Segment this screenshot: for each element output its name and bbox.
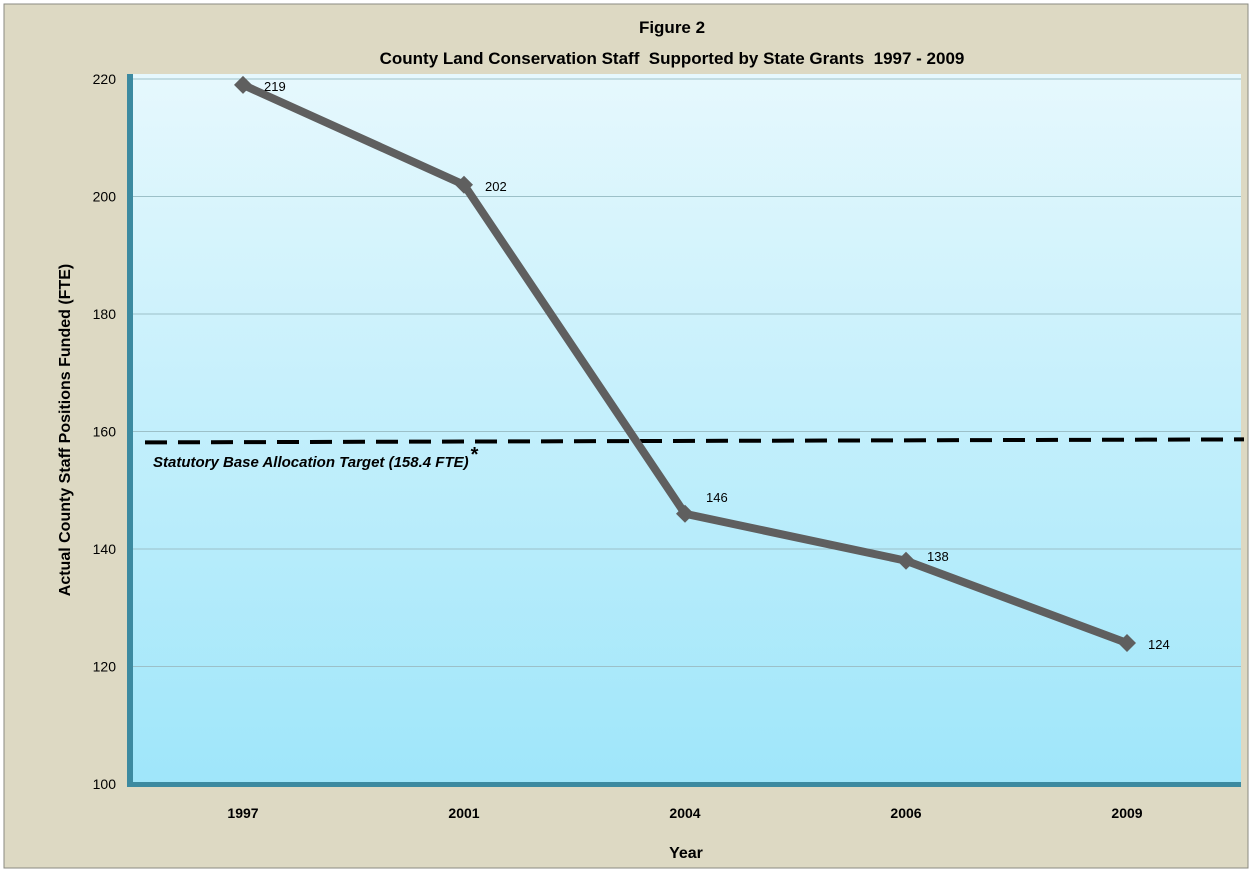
x-tick-label: 2001 bbox=[448, 805, 479, 821]
data-label: 202 bbox=[485, 179, 507, 194]
data-point-marker bbox=[1118, 634, 1136, 652]
y-tick-label: 140 bbox=[93, 541, 117, 557]
y-tick-label: 120 bbox=[93, 659, 117, 675]
y-tick-label: 100 bbox=[93, 776, 117, 792]
chart-title: Figure 2 bbox=[639, 18, 705, 37]
reference-line: Statutory Base Allocation Target (158.4 … bbox=[144, 437, 1245, 471]
x-tick-label: 1997 bbox=[227, 805, 258, 821]
data-point-marker bbox=[676, 504, 694, 523]
y-tick-label: 160 bbox=[93, 424, 117, 440]
x-axis-label: Year bbox=[669, 845, 703, 862]
data-point-marker bbox=[897, 551, 915, 570]
series-line: 219 202 146 138 124 bbox=[234, 75, 1170, 652]
reference-line-label: Statutory Base Allocation Target (158.4 … bbox=[153, 454, 469, 471]
y-tick-label: 180 bbox=[93, 306, 117, 322]
data-label: 219 bbox=[264, 79, 286, 94]
x-tick-label: 2004 bbox=[669, 805, 700, 821]
y-axis-wall bbox=[127, 74, 133, 786]
data-point-marker bbox=[234, 75, 252, 94]
y-axis-label: Actual County Staff Positions Funded (FT… bbox=[57, 264, 74, 596]
data-point-marker bbox=[455, 175, 473, 194]
reference-line-stroke bbox=[144, 437, 1245, 445]
reference-line-footnote-marker: * bbox=[471, 444, 479, 466]
data-label: 138 bbox=[927, 549, 949, 564]
x-tick-label: 2006 bbox=[890, 805, 921, 821]
data-label: 146 bbox=[706, 490, 728, 505]
plot-area bbox=[131, 74, 1241, 784]
y-tick-label: 220 bbox=[93, 71, 117, 87]
x-tick-label: 2009 bbox=[1111, 805, 1142, 821]
data-label: 124 bbox=[1148, 637, 1170, 652]
chart-subtitle: County Land Conservation Staff Supported… bbox=[380, 49, 965, 68]
gridlines bbox=[131, 78, 1241, 667]
x-tick-labels: 1997 2001 2004 2006 2009 bbox=[227, 805, 1142, 821]
y-tick-labels: 100 120 140 160 180 200 220 bbox=[93, 71, 117, 792]
y-tick-label: 200 bbox=[93, 189, 117, 205]
x-axis-floor bbox=[127, 782, 1241, 787]
